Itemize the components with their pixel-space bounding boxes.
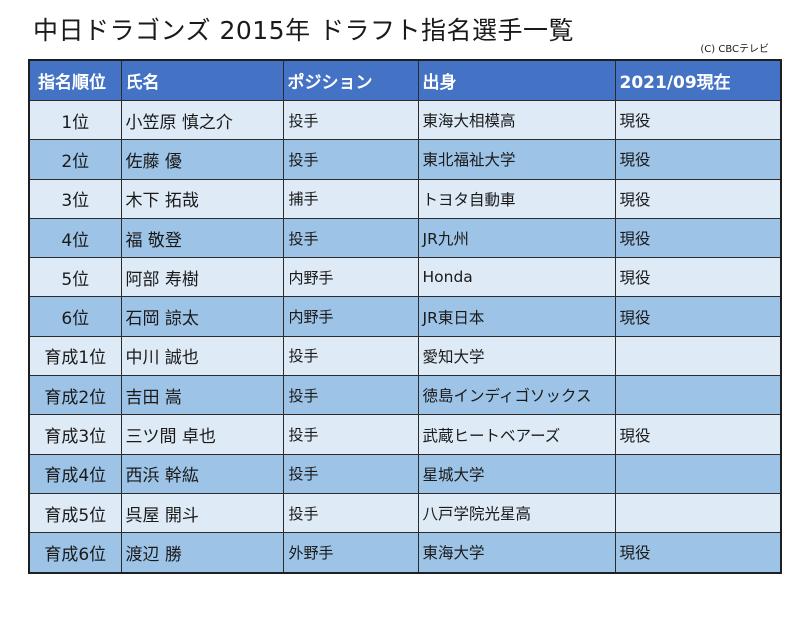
cell-status [614,453,782,494]
table-row: 育成1位 中川 誠也 投手 愛知大学 [28,335,782,377]
cell-position: 投手 [282,217,419,259]
cell-rank: 育成4位 [28,453,122,494]
table-row: 2位 佐藤 優 投手 東北福祉大学 現役 [28,139,782,180]
cell-position: 投手 [282,453,419,494]
cell-status: 現役 [614,217,782,259]
cell-name: 佐藤 優 [120,139,284,180]
cell-name: 小笠原 慎之介 [120,99,284,141]
cell-position: 内野手 [282,257,419,298]
cell-position: 投手 [282,375,419,416]
cell-name: 呉屋 開斗 [120,492,284,534]
cell-position: 投手 [282,492,419,534]
cell-rank: 育成1位 [28,335,122,377]
cell-rank: 育成3位 [28,414,122,455]
cell-name: 木下 拓哉 [120,178,284,219]
cell-rank: 4位 [28,217,122,259]
cell-origin: 徳島インディゴソックス [417,375,616,416]
cell-rank: 3位 [28,178,122,219]
cell-status: 現役 [614,99,782,141]
cell-position: 投手 [282,139,419,180]
table-row: 育成2位 吉田 嵩 投手 徳島インディゴソックス [28,375,782,416]
cell-status [614,492,782,534]
table-row: 育成5位 呉屋 開斗 投手 八戸学院光星高 [28,492,782,534]
cell-origin: 愛知大学 [417,335,616,377]
cell-rank: 6位 [28,296,122,337]
column-header-status: 2021/09現在 [614,59,782,101]
cell-status: 現役 [614,257,782,298]
cell-name: 石岡 諒太 [120,296,284,337]
table-row: 4位 福 敬登 投手 JR九州 現役 [28,217,782,259]
cell-name: 三ツ間 卓也 [120,414,284,455]
cell-status: 現役 [614,139,782,180]
table-row: 1位 小笠原 慎之介 投手 東海大相模高 現役 [28,99,782,141]
cell-status: 現役 [614,296,782,337]
column-header-position: ポジション [282,59,419,101]
page-title: 中日ドラゴンズ 2015年 ドラフト指名選手一覧 [33,16,575,45]
cell-origin: 東北福祉大学 [417,139,616,180]
cell-rank: 5位 [28,257,122,298]
table-row: 5位 阿部 寿樹 内野手 Honda 現役 [28,257,782,298]
cell-rank: 育成6位 [28,532,122,574]
cell-origin: 八戸学院光星高 [417,492,616,534]
table-row: 育成4位 西浜 幹紘 投手 星城大学 [28,453,782,494]
cell-name: 吉田 嵩 [120,375,284,416]
table-row: 6位 石岡 諒太 内野手 JR東日本 現役 [28,296,782,337]
cell-status: 現役 [614,414,782,455]
copyright-credit: (C) CBCテレビ [700,44,769,55]
cell-position: 外野手 [282,532,419,574]
table-row: 育成3位 三ツ間 卓也 投手 武蔵ヒートベアーズ 現役 [28,414,782,455]
table-row: 育成6位 渡辺 勝 外野手 東海大学 現役 [28,532,782,574]
cell-origin: 星城大学 [417,453,616,494]
cell-name: 中川 誠也 [120,335,284,377]
cell-origin: 東海大学 [417,532,616,574]
table-row: 3位 木下 拓哉 捕手 トヨタ自動車 現役 [28,178,782,219]
column-header-origin: 出身 [417,59,616,101]
cell-rank: 1位 [28,99,122,141]
table-header-row: 指名順位 氏名 ポジション 出身 2021/09現在 [28,59,782,101]
cell-origin: JR東日本 [417,296,616,337]
cell-position: 投手 [282,335,419,377]
cell-rank: 2位 [28,139,122,180]
cell-origin: Honda [417,257,616,298]
cell-status: 現役 [614,532,782,574]
cell-rank: 育成5位 [28,492,122,534]
cell-position: 捕手 [282,178,419,219]
cell-position: 投手 [282,414,419,455]
cell-position: 内野手 [282,296,419,337]
cell-status [614,335,782,377]
cell-status: 現役 [614,178,782,219]
draft-table: 指名順位 氏名 ポジション 出身 2021/09現在 1位 小笠原 慎之介 投手… [28,59,782,574]
cell-origin: 武蔵ヒートベアーズ [417,414,616,455]
cell-name: 阿部 寿樹 [120,257,284,298]
table-body: 1位 小笠原 慎之介 投手 東海大相模高 現役 2位 佐藤 優 投手 東北福祉大… [28,99,782,574]
cell-name: 福 敬登 [120,217,284,259]
cell-origin: トヨタ自動車 [417,178,616,219]
cell-origin: 東海大相模高 [417,99,616,141]
cell-status [614,375,782,416]
cell-origin: JR九州 [417,217,616,259]
cell-name: 渡辺 勝 [120,532,284,574]
cell-name: 西浜 幹紘 [120,453,284,494]
cell-position: 投手 [282,99,419,141]
column-header-rank: 指名順位 [28,59,122,101]
column-header-name: 氏名 [120,59,284,101]
cell-rank: 育成2位 [28,375,122,416]
